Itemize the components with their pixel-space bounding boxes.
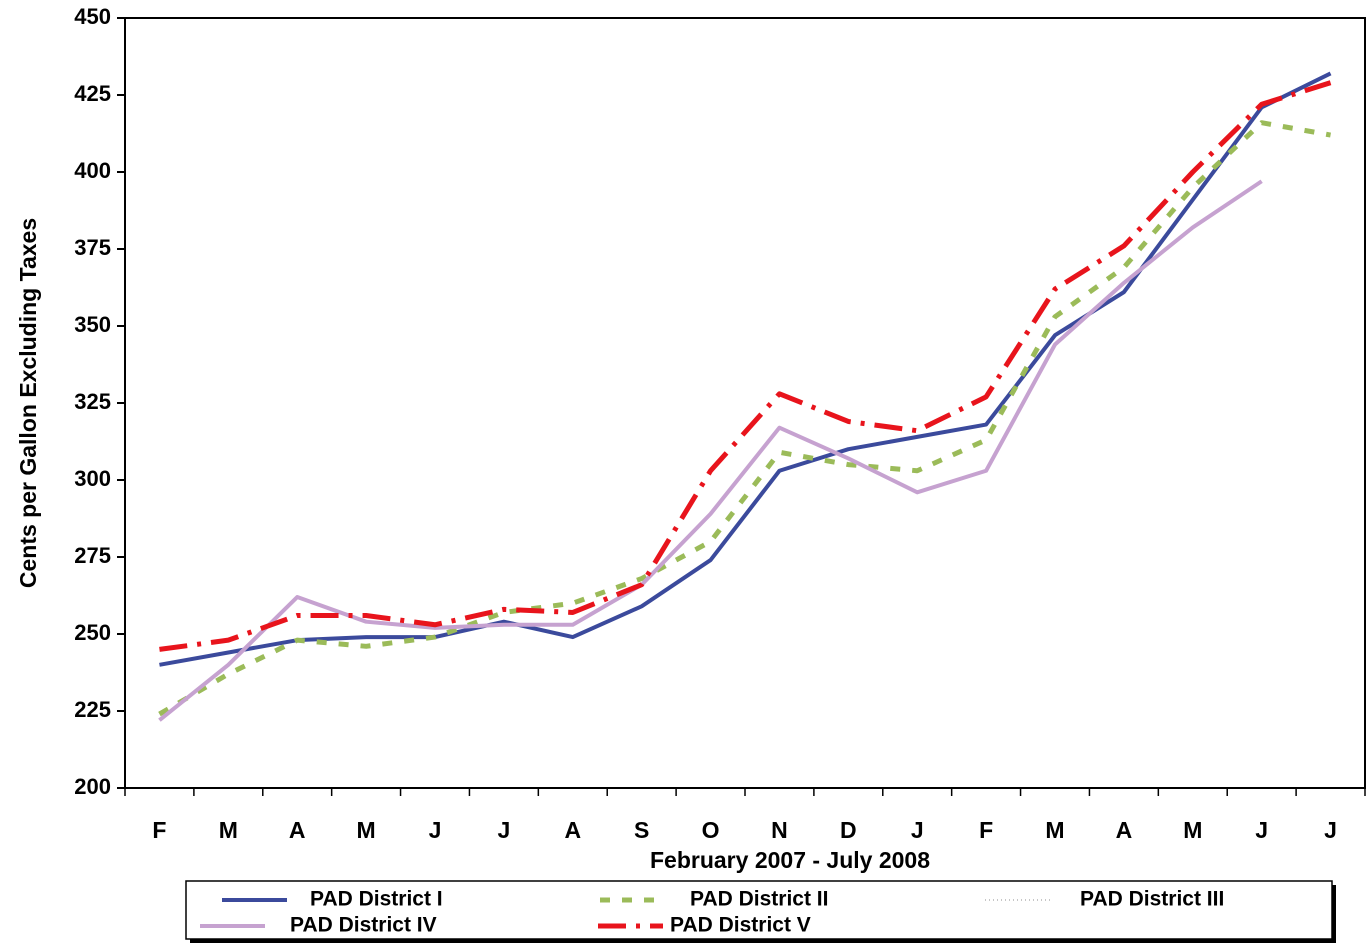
x-tick-label: F [979, 817, 993, 843]
legend-label: PAD District V [670, 914, 811, 937]
x-tick-label: O [702, 817, 720, 843]
series-line [159, 80, 1332, 652]
series-line [158, 120, 1332, 717]
x-tick-label: M [357, 817, 376, 843]
y-axis-title: Cents per Gallon Excluding Taxes [15, 218, 41, 588]
x-tick-label: J [429, 817, 442, 843]
x-tick-label: D [840, 817, 857, 843]
y-tick-label: 400 [74, 158, 111, 183]
x-tick-label: F [152, 817, 166, 843]
y-tick-label: 350 [74, 312, 111, 337]
plot-frame [124, 17, 1366, 789]
x-tick-label: M [219, 817, 238, 843]
y-tick-label: 225 [74, 697, 111, 722]
x-tick-label: J [911, 817, 924, 843]
y-tick-label: 325 [74, 389, 111, 414]
x-tick-label: J [497, 817, 510, 843]
x-tick-label: J [1255, 817, 1268, 843]
y-tick-label: 300 [74, 466, 111, 491]
x-axis-title: February 2007 - July 2008 [650, 847, 930, 873]
y-tick-label: 450 [74, 4, 111, 29]
series-line [159, 71, 1332, 667]
x-tick-label: J [1324, 817, 1337, 843]
x-tick-label: A [289, 817, 306, 843]
y-tick-label: 250 [74, 620, 111, 645]
x-tick-label: M [1045, 817, 1064, 843]
legend-label: PAD District I [310, 888, 443, 911]
legend-label: PAD District II [690, 888, 828, 911]
x-tick-label: A [564, 817, 581, 843]
legend-label: PAD District III [1080, 888, 1224, 911]
legend-box [185, 880, 1333, 940]
y-tick-label: 375 [74, 235, 111, 260]
y-tick-label: 275 [74, 543, 111, 568]
x-tick-label: M [1183, 817, 1202, 843]
x-tick-label: A [1116, 817, 1133, 843]
y-tick-label: 425 [74, 81, 111, 106]
x-tick-label: S [634, 817, 649, 843]
y-tick-label: 200 [74, 774, 111, 799]
legend-label: PAD District IV [290, 914, 437, 937]
series-line [158, 179, 1263, 722]
x-tick-label: N [771, 817, 788, 843]
